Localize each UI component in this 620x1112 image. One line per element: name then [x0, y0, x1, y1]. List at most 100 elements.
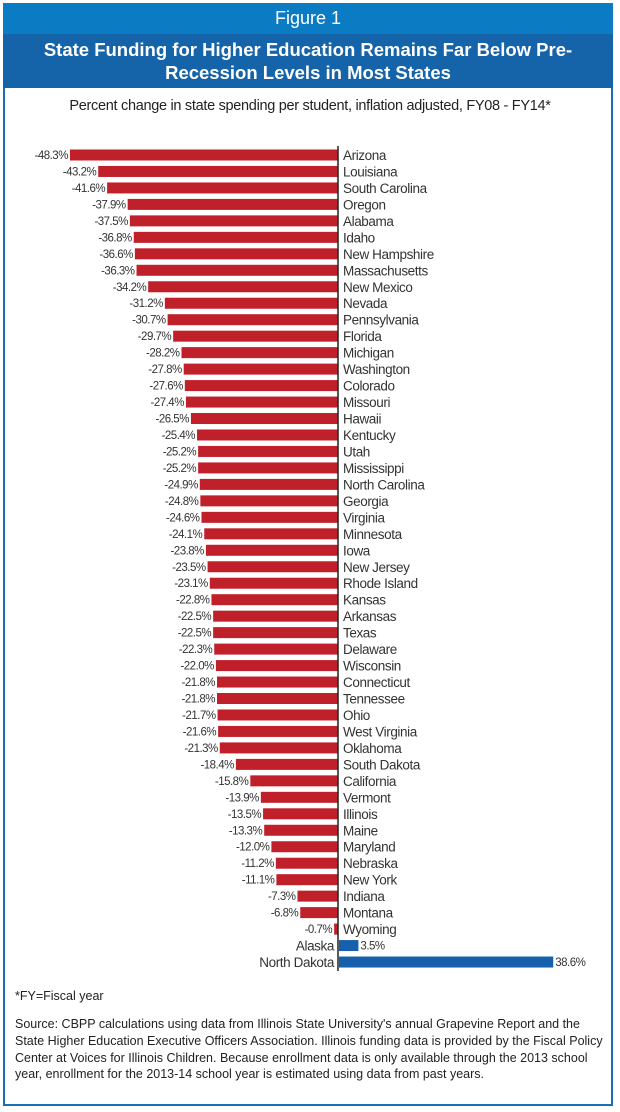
- data-label: -37.5%: [94, 216, 128, 228]
- bar: [209, 577, 338, 589]
- category-label: Hawaii: [343, 412, 382, 427]
- data-label: -13.9%: [225, 792, 259, 804]
- bar: [183, 363, 338, 375]
- data-label: -22.3%: [179, 644, 213, 656]
- category-label: Mississippi: [343, 461, 404, 476]
- data-label: -36.6%: [99, 249, 133, 261]
- category-label: Minnesota: [343, 527, 403, 542]
- bar: [275, 857, 338, 869]
- data-label: -21.8%: [182, 694, 216, 706]
- data-label: -27.6%: [149, 381, 183, 393]
- category-label: Illinois: [343, 807, 378, 822]
- bar: [334, 923, 338, 935]
- bar: [250, 775, 338, 787]
- data-label: -21.8%: [182, 677, 216, 689]
- footnote: *FY=Fiscal year: [15, 989, 104, 1003]
- data-label: -6.8%: [271, 908, 299, 920]
- bar: [204, 528, 338, 540]
- data-label: -24.1%: [169, 529, 203, 541]
- bar: [198, 462, 338, 474]
- data-label: -48.3%: [34, 150, 68, 162]
- bar: [184, 380, 338, 392]
- data-label: -29.7%: [138, 331, 172, 343]
- bar: [217, 676, 338, 688]
- category-label: Florida: [343, 329, 382, 344]
- data-label: -22.5%: [178, 628, 212, 640]
- data-label: -25.2%: [163, 446, 197, 458]
- bar-chart: -48.3% Arizona -43.2% Louisiana -41.6% South …: [34, 146, 586, 972]
- bar: [201, 511, 338, 523]
- data-label: -31.2%: [129, 298, 163, 310]
- chart-title: State Funding for Higher Education Remai…: [3, 34, 613, 88]
- chart-subtitle: Percent change in state spending per stu…: [69, 98, 551, 114]
- category-label: Idaho: [343, 230, 375, 245]
- bar: [218, 725, 338, 737]
- category-label: Arkansas: [343, 609, 397, 624]
- data-label: -25.4%: [162, 430, 196, 442]
- bar: [69, 149, 338, 161]
- data-label: -0.7%: [305, 924, 333, 936]
- bar: [339, 956, 554, 968]
- category-label: Louisiana: [343, 164, 398, 179]
- category-label: Texas: [343, 626, 377, 641]
- bar: [164, 297, 338, 309]
- bar: [133, 231, 338, 243]
- data-label: -11.1%: [242, 875, 275, 887]
- category-label: Delaware: [343, 642, 397, 657]
- category-label: New Mexico: [343, 280, 413, 295]
- category-label: Arizona: [343, 148, 387, 163]
- data-label: -36.8%: [98, 232, 132, 244]
- data-label: -25.2%: [163, 463, 197, 475]
- category-label: Wisconsin: [343, 659, 401, 674]
- category-label: Maine: [343, 823, 378, 838]
- category-label: Virginia: [343, 510, 385, 525]
- category-label: Montana: [343, 906, 394, 921]
- data-label: -30.7%: [132, 315, 166, 327]
- data-label: -26.5%: [155, 414, 189, 426]
- category-label: Maryland: [343, 840, 395, 855]
- bar: [148, 281, 338, 293]
- bar: [271, 841, 338, 853]
- category-label: Nevada: [343, 296, 388, 311]
- bar: [235, 758, 338, 770]
- data-label: -22.8%: [176, 595, 210, 607]
- bar: [207, 561, 338, 573]
- category-label: Utah: [343, 444, 370, 459]
- data-label: -43.2%: [63, 166, 97, 178]
- data-label: -28.2%: [146, 348, 180, 360]
- bar: [197, 429, 338, 441]
- data-label: -7.3%: [268, 891, 296, 903]
- bar: [260, 791, 338, 803]
- category-label: New York: [343, 873, 397, 888]
- data-label: -21.7%: [182, 710, 216, 722]
- category-label: New Jersey: [343, 560, 410, 575]
- data-label: -13.3%: [229, 825, 263, 837]
- data-label: -12.0%: [236, 842, 270, 854]
- bar: [98, 165, 339, 177]
- data-label: -24.6%: [166, 512, 200, 524]
- bar: [214, 643, 338, 655]
- category-label: Pennsylvania: [343, 313, 419, 328]
- bar: [199, 478, 338, 490]
- bar: [297, 890, 338, 902]
- category-label: Connecticut: [343, 675, 411, 690]
- data-label: -23.8%: [170, 545, 204, 557]
- bar: [198, 445, 338, 457]
- bar: [173, 330, 338, 342]
- category-label: Kansas: [343, 593, 386, 608]
- data-label: -22.0%: [180, 661, 214, 673]
- source-note: Source: CBPP calculations using data fro…: [15, 1017, 603, 1082]
- data-label: -21.3%: [184, 743, 218, 755]
- data-label: -27.8%: [148, 364, 182, 376]
- category-label: South Carolina: [343, 181, 428, 196]
- bar: [185, 396, 338, 408]
- category-label: Wyoming: [343, 922, 396, 937]
- category-label: Indiana: [343, 889, 385, 904]
- category-label: Iowa: [343, 543, 371, 558]
- data-label: -37.9%: [92, 199, 126, 211]
- bar: [134, 248, 338, 260]
- category-label: Oregon: [343, 197, 386, 212]
- data-label: -34.2%: [113, 282, 147, 294]
- data-label: -41.6%: [72, 183, 106, 195]
- category-label: Massachusetts: [343, 263, 428, 278]
